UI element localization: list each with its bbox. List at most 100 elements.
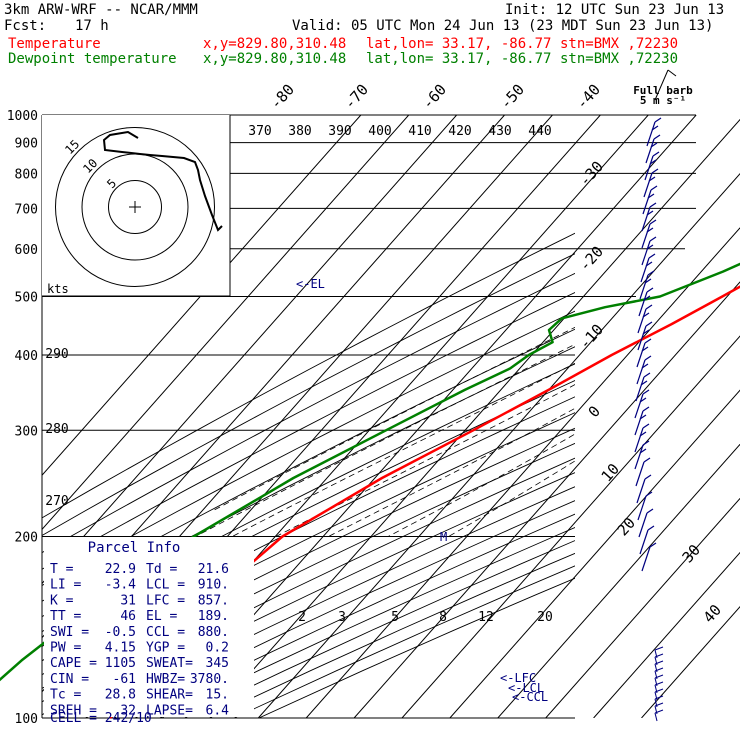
parcel-info-label: K =	[50, 593, 74, 608]
parcel-info-label: LCL =	[146, 578, 185, 593]
model-title: 3km ARW-WRF -- NCAR/MMM	[4, 2, 198, 18]
wind-barb	[639, 529, 649, 555]
isotherm-label--40: -40	[573, 81, 605, 113]
wind-barb-feather	[651, 125, 659, 131]
wind-barb-feather	[642, 440, 650, 446]
parcel-info-label: HWBZ=	[146, 672, 185, 687]
temperature-station: stn=BMX ,72230	[560, 36, 679, 52]
dry-adiabat	[42, 253, 575, 536]
theta-label-400: 400	[368, 124, 391, 139]
dry-adiabat	[42, 346, 575, 618]
parcel-info-value: 857.	[198, 593, 229, 608]
parcel-info-value: -61	[113, 672, 136, 687]
parcel-info-value: 189.	[198, 609, 229, 624]
dry-adiabat	[42, 427, 575, 689]
wind-barb-feather	[641, 346, 649, 352]
parcel-info-label: SREH =	[50, 703, 97, 718]
moist-adiabat	[232, 362, 575, 537]
theta-label-420: 420	[448, 124, 471, 139]
wind-barb-low-feather	[654, 660, 664, 665]
dry-adiabat	[42, 380, 575, 647]
dewpoint-xy: x,y=829.80,310.48	[203, 51, 347, 67]
wind-barb-feather	[653, 134, 661, 140]
theta-label-440: 440	[528, 124, 551, 139]
isotherm-line	[401, 335, 740, 718]
wind-barb	[635, 461, 645, 487]
hodograph-units: kts	[47, 282, 69, 296]
isotherm-line	[497, 443, 740, 718]
wind-barb	[635, 376, 645, 402]
moist-adiabat	[211, 326, 575, 512]
background-grid	[42, 232, 575, 718]
wind-barb-feather	[646, 508, 654, 514]
wind-barb-feather	[643, 372, 651, 378]
mixing-ratio-label-12: 12	[478, 610, 494, 625]
wind-barb	[641, 223, 651, 249]
forecast-label: Fcst:	[4, 18, 47, 34]
parcel-info-label: SHEAR=	[146, 688, 193, 703]
wind-barb-feather	[639, 414, 647, 420]
dry-adiabat	[42, 232, 575, 519]
parcel-info-label: TT =	[50, 609, 81, 624]
wind-barb-feather	[642, 389, 650, 395]
parcel-info-value: -0.5	[105, 625, 136, 640]
parcel-info-value: 32	[120, 703, 136, 718]
lcl-marker: <-LCL	[508, 681, 544, 695]
wind-barb	[643, 172, 653, 198]
pressure-tick-300: 300	[15, 424, 38, 439]
parcel-info-label: Td =	[146, 562, 177, 577]
hodograph-background	[42, 115, 230, 296]
moist-adiabat	[388, 433, 575, 537]
barb-legend-title: Full barb	[633, 84, 693, 97]
parcel-info-value: 1105	[105, 656, 136, 671]
wind-barb-feather	[647, 525, 655, 531]
dry-adiabat	[42, 363, 575, 633]
isotherm-line	[305, 227, 740, 718]
wind-barb	[642, 189, 652, 215]
parcel-info-label: LI =	[50, 578, 81, 593]
wind-barb	[636, 478, 646, 504]
pressure-tick-500: 500	[15, 291, 38, 306]
theta-label-390: 390	[328, 124, 351, 139]
wind-barb-feather	[639, 431, 647, 437]
isotherm-label-10: 10	[598, 460, 623, 485]
temperature-profile	[108, 285, 740, 719]
pressure-tick-700: 700	[15, 202, 38, 217]
pressure-tick-1000: 1000	[7, 109, 38, 124]
wind-barb	[634, 427, 644, 453]
wind-barb-low-feather	[654, 688, 664, 693]
parcel-info-title: Parcel Info	[88, 540, 181, 556]
wind-barb-feather	[643, 457, 651, 463]
isotherm-line	[42, 115, 410, 531]
parcel-info-value: 0.2	[206, 641, 229, 656]
wind-barb-feather	[646, 210, 654, 216]
parcel-info-label: Tc =	[50, 688, 81, 703]
isotherm-label-40: 40	[700, 601, 725, 626]
dewpoint-legend: Dewpoint temperature	[8, 51, 177, 67]
parcel-info-value: 910.	[198, 578, 229, 593]
barb-legend-shaft	[654, 69, 669, 101]
mixing-ratio-label-3: 3	[338, 610, 346, 625]
parcel-info-label: SWI =	[50, 625, 89, 640]
wind-barb-feather	[649, 542, 657, 548]
pressure-tick-800: 800	[15, 167, 38, 182]
parcel-info-value: 31	[120, 593, 136, 608]
wind-barb	[637, 495, 647, 521]
wind-barb-low-feather	[654, 702, 664, 707]
wind-barb-feather	[646, 244, 654, 250]
temperature-legend: Temperature	[8, 36, 101, 52]
mixing-ratio-label-20: 20	[537, 610, 553, 625]
parcel-info-value: 6.4	[206, 703, 230, 718]
wind-barb-low	[654, 712, 658, 722]
temperature-xy: x,y=829.80,310.48	[203, 36, 347, 52]
el-marker: <-EL	[296, 277, 325, 291]
parcel-info-label: CCL =	[146, 625, 185, 640]
wind-barb	[641, 240, 651, 266]
isotherm-label-20: 20	[614, 514, 639, 539]
wind-barb-feather	[649, 159, 657, 165]
isotherm-label--80: -80	[267, 81, 299, 113]
isotherm-label--20: -20	[576, 243, 608, 275]
